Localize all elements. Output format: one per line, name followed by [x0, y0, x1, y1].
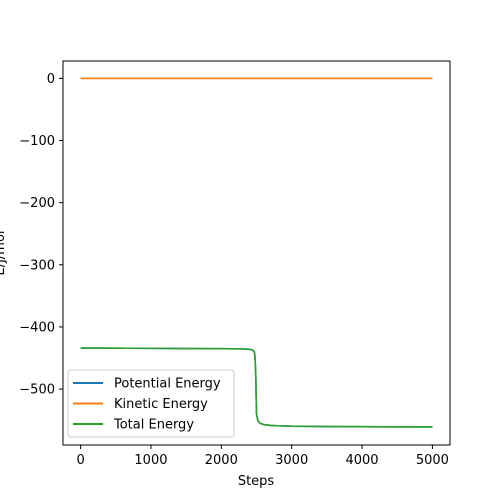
legend-box [67, 369, 235, 438]
legend-label: Potential Energy [114, 377, 221, 392]
y-axis-ticks: 0 −100 −200 −300 −400 −500 [19, 72, 63, 398]
x-axis-label: Steps [238, 474, 275, 489]
y-tick-label: −500 [19, 383, 55, 398]
x-tick-label: 0 [76, 453, 84, 468]
x-tick-label: 4000 [345, 453, 378, 468]
legend-label: Kinetic Energy [114, 397, 208, 412]
x-tick-label: 3000 [275, 453, 308, 468]
series-line-total-energy [80, 347, 433, 428]
y-tick-label: −400 [19, 320, 55, 335]
y-tick-label: −100 [19, 134, 55, 149]
y-tick-label: 0 [47, 72, 55, 87]
plot-frame [62, 60, 451, 446]
y-axis-label: E/J/mol [0, 230, 8, 275]
x-tick-label: 2000 [205, 453, 238, 468]
y-tick-label: −200 [19, 196, 55, 211]
y-tick-label: −300 [19, 258, 55, 273]
legend-label: Total Energy [113, 418, 194, 433]
x-axis-ticks: 0 1000 2000 3000 4000 5000 [76, 445, 449, 468]
legend: Potential Energy Kinetic Energy Total Ener… [67, 369, 235, 438]
series-lines [80, 77, 433, 428]
x-tick-label: 1000 [134, 453, 167, 468]
x-tick-label: 5000 [416, 453, 449, 468]
